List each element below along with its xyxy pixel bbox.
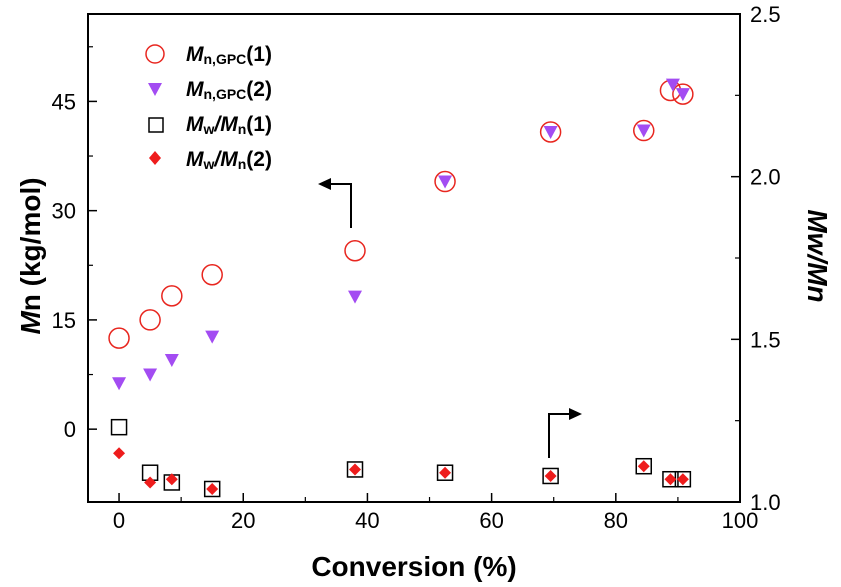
point-mn-gpc-1 [539,121,562,143]
legend-2-m: M [186,78,204,101]
point-mw-mn-2 [637,460,650,473]
legend-3-slash: / [213,113,222,136]
x-tick-label: 0 [113,508,125,533]
y-left-tick-label: 15 [52,308,76,333]
point-mw-mn-1 [542,467,559,485]
legend-1-sub: n,GPC [204,51,247,67]
point-mw-mn-2 [544,469,557,482]
legend-1-tail: (1) [246,43,272,66]
point-mn-gpc-1 [344,239,366,262]
point-mn-gpc-2 [675,88,690,102]
legend-item-mn-gpc-1: Mn,GPC(1) [145,43,272,67]
y-right-tick-label: 1.0 [750,490,781,515]
point-mn-gpc-2 [438,175,453,189]
left-axis-arrow-head [318,178,331,190]
legend-1-m: M [186,43,204,66]
y-left-tick-label: 0 [64,417,76,442]
point-mw-mn-1 [436,464,454,481]
x-axis-title: Conversion (%) [311,551,516,582]
x-tick-label: 100 [722,508,759,533]
point-mn-gpc-2 [143,368,158,382]
y-right-axis-title-p4: n [802,286,833,303]
point-mn-gpc-1 [672,83,694,105]
legend-marker-down-triangle [148,83,162,96]
legend-4-sub2: n [238,156,247,172]
point-mn-gpc-2 [543,125,558,139]
legend-3-sub2: n [238,121,247,137]
point-mn-gpc-2 [164,353,179,367]
y-right-axis-title-p2: w/ [802,233,833,266]
legend-4-sub: w [203,156,215,172]
legend-marker-open-square [148,117,164,133]
legend-3-tail: (1) [246,113,272,136]
y-right-axis-title-p3: M [802,262,833,286]
annotations-layer [318,178,582,458]
right-axis-arrow-head [569,408,582,420]
point-mn-gpc-1 [633,119,655,142]
legend-label-mn-gpc-2: Mn,GPC(2) [186,78,272,102]
point-mw-mn-2 [676,473,689,486]
point-mw-mn-1 [346,461,364,478]
legend-label-mw-mn-2: Mw/Mn(2) [186,148,272,172]
legend-4-tail: (2) [246,148,272,171]
y-left-tick-label: 30 [52,199,76,224]
legend-3-m2: M [220,113,238,136]
point-mn-gpc-1 [201,264,223,286]
legend-2-sub: n,GPC [204,86,247,102]
y-left-axis-title-italic: M [15,311,46,335]
legend-3-m: M [186,113,204,136]
legend-item-mw-mn-2: Mw/Mn(2) [149,148,272,172]
y-right-axis-title-p1: M [802,209,833,233]
legend-item-mn-gpc-2: Mn,GPC(2) [148,78,272,102]
x-tick-label: 40 [355,508,379,533]
y-right-tick-label: 1.5 [750,327,781,352]
y-left-tick-label: 45 [52,89,76,114]
legend-marker-open-circle [145,44,165,64]
legend-marker-diamond [149,151,161,165]
point-mw-mn-2 [439,466,452,479]
legend-3-sub: w [203,121,215,137]
point-mw-mn-2 [165,473,178,486]
marks-layer [108,78,694,498]
point-mn-gpc-2 [665,78,680,92]
y-left-axis-title: Mn (kg/mol) [15,177,46,334]
point-mw-mn-2 [664,473,677,486]
legend-4-m2: M [220,148,238,171]
x-tick-label: 60 [479,508,503,533]
legend-4-slash: / [213,148,222,171]
y-left-axis-title-rest: n (kg/mol) [15,177,46,311]
point-mn-gpc-1 [161,285,183,307]
legend-label-mw-mn-1: Mw/Mn(1) [186,113,272,137]
point-mw-mn-1 [203,480,221,498]
legend: Mn,GPC(1) Mn,GPC(2) Mw/Mn(1) Mw/Mn(2) [145,43,272,172]
y-right-tick-label: 2.5 [750,2,781,27]
ticks-layer: 0 20 40 60 80 100 0 15 30 45 1.0 1.5 2.0 2.5 [52,2,781,533]
point-mn-gpc-2 [636,124,651,138]
point-mw-mn-1 [635,457,653,475]
legend-2-tail: (2) [246,78,272,101]
point-mn-gpc-1 [139,309,161,331]
point-mw-mn-2 [144,476,157,489]
legend-item-mw-mn-1: Mw/Mn(1) [148,113,272,137]
point-mw-mn-2 [206,482,219,495]
point-mw-mn-1 [110,418,128,436]
legend-4-m: M [186,148,204,171]
x-tick-label: 20 [231,508,255,533]
y-right-axis-title: Mw/Mn [802,209,833,302]
point-mw-mn-2 [113,447,126,460]
legend-label-mn-gpc-1: Mn,GPC(1) [186,43,272,67]
left-axis-arrow-line [328,183,352,228]
point-mn-gpc-1 [434,170,456,193]
point-mn-gpc-2 [348,290,363,304]
point-mn-gpc-2 [205,330,220,344]
point-mn-gpc-2 [112,377,127,391]
right-axis-arrow-line [548,413,572,458]
x-tick-label: 80 [604,508,628,533]
y-right-tick-label: 2.0 [750,165,781,190]
point-mn-gpc-1 [108,327,130,349]
point-mw-mn-2 [349,463,362,476]
